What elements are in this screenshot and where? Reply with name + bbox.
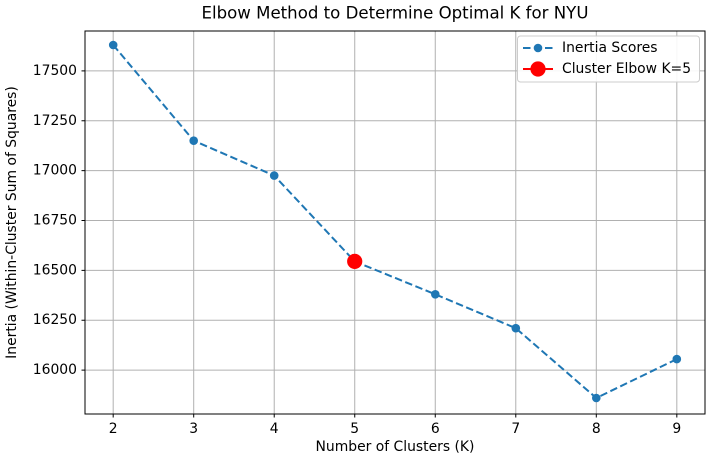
data-point-k7 bbox=[511, 323, 521, 333]
y-tick-label-17000: 17000 bbox=[33, 163, 77, 179]
x-tick-label-9: 9 bbox=[672, 421, 681, 437]
legend-marker-elbow-icon bbox=[530, 61, 546, 77]
legend-entry-label-1: Cluster Elbow K=5 bbox=[562, 61, 691, 77]
y-tick-label-16000: 16000 bbox=[33, 362, 77, 378]
y-tick-label-17500: 17500 bbox=[33, 63, 77, 79]
legend-marker-series-icon bbox=[533, 43, 543, 53]
x-tick-label-6: 6 bbox=[431, 421, 440, 437]
series-line-0 bbox=[112, 44, 678, 400]
legend-entry-label-0: Inertia Scores bbox=[562, 40, 658, 56]
chart-title: Elbow Method to Determine Optimal K for … bbox=[202, 4, 589, 23]
y-tick-label-17250: 17250 bbox=[33, 113, 77, 129]
data-point-k2 bbox=[108, 40, 118, 50]
legend-box bbox=[517, 35, 700, 83]
x-tick-label-2: 2 bbox=[109, 421, 118, 437]
y-tick-label-16500: 16500 bbox=[33, 262, 77, 278]
y-axis-label: Inertia (Within-Cluster Sum of Squares) bbox=[4, 86, 20, 359]
x-axis-label: Number of Clusters (K) bbox=[316, 439, 475, 455]
x-tick-label-3: 3 bbox=[189, 421, 198, 437]
data-point-k9 bbox=[672, 354, 682, 364]
plot-border bbox=[84, 30, 706, 415]
data-point-k8 bbox=[592, 393, 601, 403]
y-tick-label-16750: 16750 bbox=[33, 213, 77, 229]
y-tick-label-16250: 16250 bbox=[33, 312, 77, 328]
x-tick-label-8: 8 bbox=[592, 421, 601, 437]
x-tick-label-5: 5 bbox=[350, 421, 359, 437]
x-tick-label-7: 7 bbox=[511, 421, 520, 437]
x-tick-label-4: 4 bbox=[270, 421, 279, 437]
data-point-k3 bbox=[189, 136, 198, 145]
data-point-k6 bbox=[431, 290, 440, 299]
data-point-k4 bbox=[269, 171, 279, 180]
elbow-point bbox=[347, 253, 363, 269]
